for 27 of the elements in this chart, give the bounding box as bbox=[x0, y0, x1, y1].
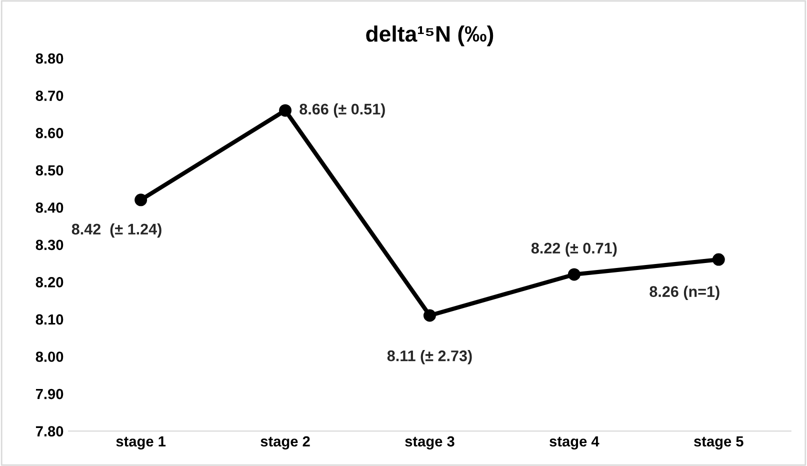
data-label: 8.22 (± 0.71) bbox=[531, 242, 617, 257]
x-tick-label: stage 3 bbox=[405, 436, 454, 450]
point bbox=[712, 253, 725, 266]
data-label: 8.26 (n=1) bbox=[650, 286, 720, 300]
y-tick-label: 7.80 bbox=[36, 426, 64, 436]
x-tick-label: stage 1 bbox=[116, 436, 166, 450]
y-tick-label: 8.30 bbox=[36, 240, 64, 250]
y-tick-label: 8.80 bbox=[36, 53, 64, 64]
x-tick-label: stage 2 bbox=[260, 436, 310, 450]
point bbox=[279, 104, 292, 117]
y-tick-label: 8.00 bbox=[36, 352, 64, 362]
data-label: 8.42 (± 1.24) bbox=[72, 223, 162, 238]
point bbox=[134, 194, 148, 206]
x-tick-label: stage 4 bbox=[550, 436, 600, 450]
point bbox=[568, 268, 580, 281]
y-tick-label: 8.20 bbox=[36, 277, 64, 288]
y-tick-label: 8.50 bbox=[36, 165, 64, 176]
y-tick-label: 8.10 bbox=[36, 314, 64, 325]
x-tick-label: stage 5 bbox=[694, 436, 744, 450]
point bbox=[423, 309, 436, 322]
y-tick-label: 7.90 bbox=[36, 388, 64, 400]
y-tick-label: 8.40 bbox=[36, 202, 64, 213]
chart-title: delta¹⁵N (‰) bbox=[366, 25, 494, 46]
y-tick-label: 8.70 bbox=[36, 90, 64, 101]
data-label: 8.11 (± 2.73) bbox=[387, 350, 472, 364]
y-tick-label: 8.60 bbox=[36, 128, 64, 138]
data-label: 8.66 (± 0.51) bbox=[300, 103, 385, 118]
